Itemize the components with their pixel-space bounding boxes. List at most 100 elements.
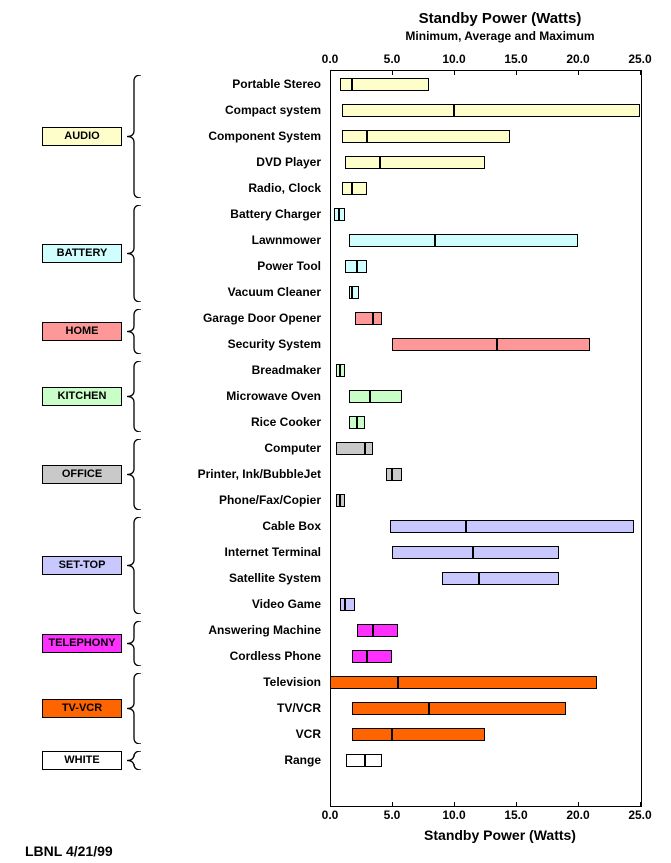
avg-marker xyxy=(364,754,366,767)
range-bar xyxy=(352,728,485,741)
item-label: Television xyxy=(263,675,321,689)
category-box: SET-TOP xyxy=(42,556,122,575)
avg-marker xyxy=(391,728,393,741)
category-box: WHITE xyxy=(42,751,122,770)
item-label: Power Tool xyxy=(257,259,321,273)
avg-marker xyxy=(369,390,371,403)
category-box: AUDIO xyxy=(42,127,122,146)
item-label: Cordless Phone xyxy=(230,649,321,663)
item-label: Garage Door Opener xyxy=(203,311,321,325)
tick-bottom: 20.0 xyxy=(566,808,589,822)
item-label: Security System xyxy=(228,337,321,351)
avg-marker xyxy=(338,208,340,221)
avg-marker xyxy=(428,702,430,715)
range-bar xyxy=(355,312,382,325)
avg-marker xyxy=(351,286,353,299)
range-bar xyxy=(392,338,590,351)
brace-icon xyxy=(127,439,143,510)
avg-marker xyxy=(344,598,346,611)
tick-top: 20.0 xyxy=(566,52,589,66)
avg-marker xyxy=(453,104,455,117)
plot-area xyxy=(330,70,642,807)
range-bar xyxy=(349,286,359,299)
avg-marker xyxy=(496,338,498,351)
brace-icon xyxy=(127,361,143,432)
footer-text: LBNL 4/21/99 xyxy=(25,843,113,859)
item-label: Breadmaker xyxy=(252,363,321,377)
avg-marker xyxy=(356,260,358,273)
item-label: VCR xyxy=(296,727,321,741)
tick-top: 15.0 xyxy=(504,52,527,66)
item-label: Satellite System xyxy=(229,571,321,585)
tick-top: 5.0 xyxy=(384,52,401,66)
range-bar xyxy=(342,104,640,117)
tick-top: 25.0 xyxy=(628,52,651,66)
brace-icon xyxy=(127,309,143,354)
range-bar xyxy=(442,572,560,585)
brace-icon xyxy=(127,75,143,198)
category-box: HOME xyxy=(42,322,122,341)
brace-icon xyxy=(127,205,143,302)
item-label: Radio, Clock xyxy=(248,181,321,195)
range-bar xyxy=(357,624,398,637)
item-label: TV/VCR xyxy=(277,701,321,715)
avg-marker xyxy=(366,130,368,143)
avg-marker xyxy=(351,78,353,91)
range-bar xyxy=(345,156,485,169)
avg-marker xyxy=(465,520,467,533)
x-axis-label: Standby Power (Watts) xyxy=(360,827,640,843)
range-bar xyxy=(330,676,597,689)
item-label: Answering Machine xyxy=(208,623,321,637)
range-bar xyxy=(349,234,578,247)
item-label: Compact system xyxy=(225,103,321,117)
item-label: Vacuum Cleaner xyxy=(228,285,321,299)
avg-marker xyxy=(434,234,436,247)
avg-marker xyxy=(351,182,353,195)
item-label: Range xyxy=(284,753,321,767)
avg-marker xyxy=(397,676,399,689)
avg-marker xyxy=(478,572,480,585)
item-label: Rice Cooker xyxy=(251,415,321,429)
item-label: Portable Stereo xyxy=(232,77,321,91)
brace-icon xyxy=(127,751,143,770)
item-label: DVD Player xyxy=(256,155,321,169)
tick-top: 0.0 xyxy=(322,52,339,66)
category-box: BATTERY xyxy=(42,244,122,263)
tick-bottom: 15.0 xyxy=(504,808,527,822)
brace-icon xyxy=(127,673,143,744)
avg-marker xyxy=(364,442,366,455)
chart-subtitle: Minimum, Average and Maximum xyxy=(360,29,640,43)
item-label: Printer, Ink/BubbleJet xyxy=(198,467,321,481)
range-bar xyxy=(390,520,634,533)
item-label: Phone/Fax/Copier xyxy=(219,493,321,507)
item-label: Video Game xyxy=(252,597,321,611)
chart-container: Standby Power (Watts) Minimum, Average a… xyxy=(5,5,666,858)
brace-icon xyxy=(127,621,143,666)
item-label: Lawnmower xyxy=(252,233,321,247)
avg-marker xyxy=(339,494,341,507)
avg-marker xyxy=(472,546,474,559)
range-bar xyxy=(352,650,392,663)
item-label: Cable Box xyxy=(262,519,321,533)
avg-marker xyxy=(372,312,374,325)
range-bar xyxy=(340,598,355,611)
avg-marker xyxy=(391,468,393,481)
range-bar xyxy=(342,182,367,195)
chart-title: Standby Power (Watts) xyxy=(360,10,640,27)
category-box: TV-VCR xyxy=(42,699,122,718)
tick-bottom: 10.0 xyxy=(442,808,465,822)
range-bar xyxy=(336,442,373,455)
item-label: Component System xyxy=(208,129,321,143)
avg-marker xyxy=(379,156,381,169)
tick-bottom: 0.0 xyxy=(322,808,339,822)
avg-marker xyxy=(339,364,341,377)
range-bar xyxy=(349,390,402,403)
category-box: KITCHEN xyxy=(42,387,122,406)
category-box: TELEPHONY xyxy=(42,634,122,653)
item-label: Microwave Oven xyxy=(226,389,321,403)
brace-icon xyxy=(127,517,143,614)
item-label: Computer xyxy=(264,441,321,455)
avg-marker xyxy=(372,624,374,637)
item-label: Battery Charger xyxy=(230,207,321,221)
item-label: Internet Terminal xyxy=(225,545,321,559)
